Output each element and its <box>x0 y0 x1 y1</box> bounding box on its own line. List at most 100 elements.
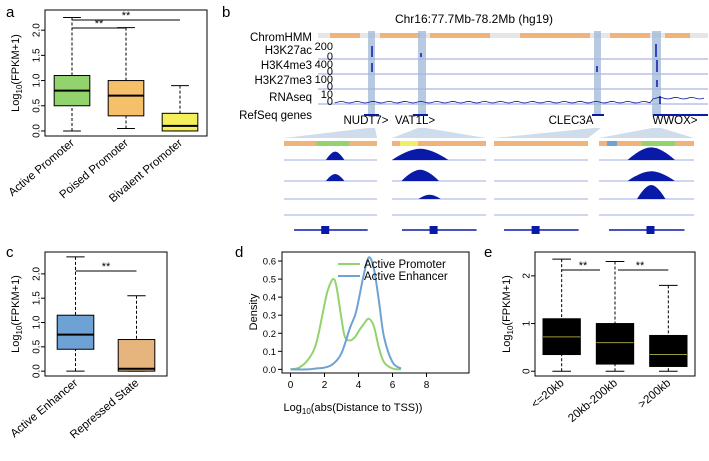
panel-b-genome-browser: Chr16:77.7Mb-78.2Mb (hg19) ChromHMMH3K27… <box>239 12 708 234</box>
highlight-column <box>652 31 661 115</box>
highlight-column <box>418 31 426 115</box>
track-label: RefSeq genes <box>239 110 312 122</box>
box <box>595 323 635 365</box>
y-tick-label: 0.5 <box>263 275 276 286</box>
category-label: <=20kb <box>529 377 566 411</box>
chromhmm-segment <box>520 33 590 38</box>
panel-e-frame <box>534 251 696 377</box>
x-tick-label: 8 <box>424 380 430 391</box>
panel-a-ylabel: Log10(FPKM+1) <box>10 34 24 112</box>
panel-letter-c: c <box>6 244 14 261</box>
track-label: RNAseq <box>269 92 312 104</box>
legend-label: Active Promoter <box>364 259 446 271</box>
y-tick-label: 0.0 <box>263 365 276 376</box>
y-tick-label: 2.0 <box>32 23 43 37</box>
gene-label: CLEC3A <box>549 115 594 127</box>
y-tick-label: 0.6 <box>263 257 276 268</box>
zoom-peak <box>637 185 666 199</box>
y-tick-label: 1.5 <box>32 291 43 305</box>
gene-label: VAT1L> <box>395 115 435 127</box>
category-label: >200kb <box>636 377 673 411</box>
panel-a-frame <box>44 9 208 137</box>
track-scale: 10 <box>321 89 333 101</box>
zoom-exon <box>646 226 655 234</box>
highlight-column <box>368 31 375 115</box>
track-scale: 400 <box>315 59 333 71</box>
panel-b-title: Chr16:77.7Mb-78.2Mb (hg19) <box>395 12 553 26</box>
zoom-peak <box>418 194 441 199</box>
zoom-exon <box>429 226 438 234</box>
box <box>117 339 156 372</box>
y-tick-label: 1.0 <box>32 315 43 329</box>
significance-label: ** <box>579 260 588 272</box>
zoom-connector <box>392 128 486 138</box>
zoom-exon <box>321 226 330 234</box>
panel-d-ylabel: Density <box>248 293 260 330</box>
box <box>649 334 688 367</box>
significance-label: ** <box>102 261 111 273</box>
y-tick-label: 1.5 <box>32 48 43 62</box>
track-scale: 100 <box>315 74 333 86</box>
panel-d-frame <box>281 251 470 374</box>
panel-d-xlabel: Log10(abs(Distance to TSS)) <box>284 402 423 416</box>
box <box>161 112 199 132</box>
track-label: H3K4me3 <box>261 60 312 72</box>
zoom-exon <box>531 226 540 234</box>
y-tick-label: 2.0 <box>32 266 43 280</box>
y-tick-label: 0 <box>522 368 533 374</box>
chromhmm-segment <box>665 33 690 38</box>
chromhmm-segment <box>610 33 650 38</box>
zoom-chromhmm-active <box>316 141 350 146</box>
legend-label: Active Enhancer <box>364 271 448 283</box>
y-tick-label: 0.2 <box>263 329 276 340</box>
zoom-chromhmm <box>494 141 588 146</box>
box <box>56 314 95 350</box>
y-tick-label: 0.4 <box>263 293 276 304</box>
track-label: H3K27ac <box>265 45 313 57</box>
gene-label: WWOX> <box>652 115 697 127</box>
zoom-peak <box>325 174 345 181</box>
chromhmm-bg <box>318 33 708 38</box>
significance-label: ** <box>122 10 131 22</box>
track-scale: 200 <box>315 41 333 53</box>
chromhmm-segment <box>380 33 420 38</box>
series-line-active-promoter <box>290 277 402 371</box>
panel-letter-d: d <box>235 244 243 261</box>
x-tick-label: 0 <box>288 380 294 391</box>
zoom-peak <box>401 169 439 181</box>
y-tick-label: 0.3 <box>263 311 276 322</box>
zoom-connector <box>494 128 601 138</box>
category-label: 20kb-200kb <box>566 377 620 425</box>
track-label: ChromHMM <box>250 32 312 44</box>
panel-letter-b: b <box>222 4 230 21</box>
panel-letter-e: e <box>484 244 492 261</box>
zoom-chromhmm <box>392 141 486 146</box>
panel-e-boxplot: Log10(FPKM+1) 0 1 2 <=20kb 20kb-200kb >200kb *… <box>501 251 696 425</box>
highlight-column <box>594 31 601 115</box>
zoom-peak <box>627 147 675 160</box>
y-tick-label: 0.0 <box>32 124 43 138</box>
zoom-chromhmm-enh <box>607 141 617 146</box>
series-line-active-enhancer <box>290 256 402 371</box>
zoom-peak <box>392 148 449 160</box>
y-tick-label: 0.5 <box>32 339 43 353</box>
significance-label: ** <box>636 260 645 272</box>
y-tick-label: 1.0 <box>32 73 43 87</box>
chromhmm-segment <box>330 33 360 38</box>
panel-e-ylabel: Log10(FPKM+1) <box>501 275 515 353</box>
zoom-chromhmm-active <box>641 141 675 146</box>
significance-label: ** <box>95 18 104 30</box>
track-zero: 0 <box>327 51 333 63</box>
track-label: H3K27me3 <box>254 75 312 87</box>
zoom-connector <box>284 128 377 138</box>
zoom-peak <box>627 171 675 181</box>
box <box>107 80 145 117</box>
panel-letter-a: a <box>6 4 15 21</box>
chromhmm-segment <box>430 33 490 38</box>
zoom-chromhmm-poised <box>400 141 418 146</box>
zoom-peak <box>325 151 345 160</box>
gene-label: NUDT7> <box>343 115 388 127</box>
